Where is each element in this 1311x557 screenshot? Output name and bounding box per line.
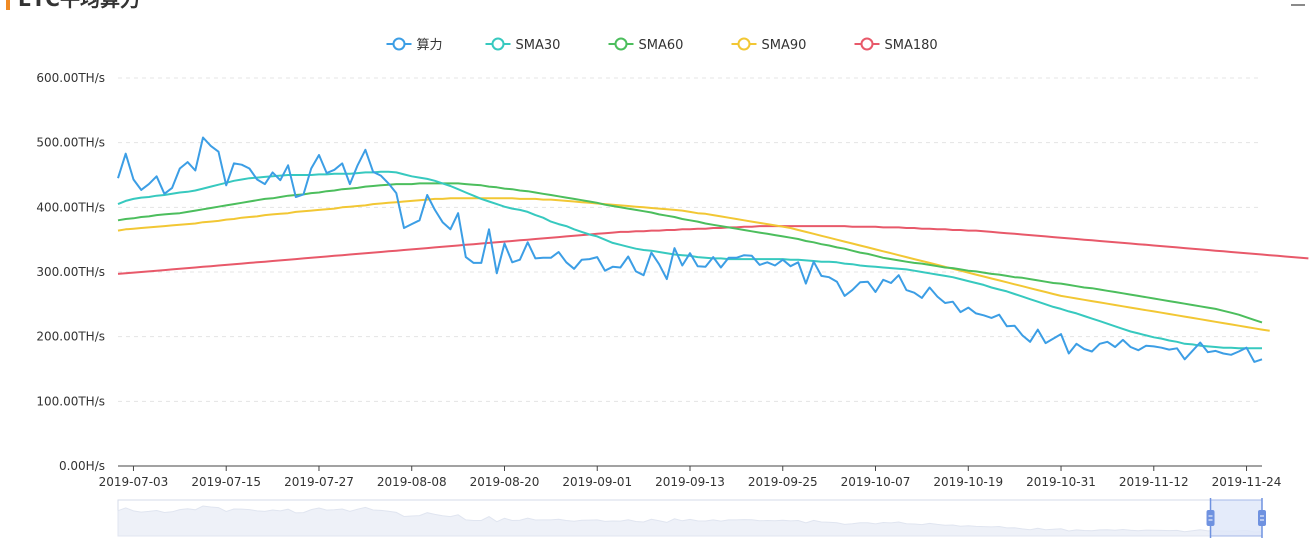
legend-label: SMA30 <box>516 38 561 53</box>
handle-grip-icon <box>1206 510 1215 526</box>
legend-label: SMA60 <box>639 38 684 53</box>
series-line-sma180 <box>117 225 1309 275</box>
data-zoom-preview <box>117 505 1263 537</box>
hamburger-menu-icon[interactable] <box>1291 0 1305 6</box>
x-tick-label: 2019-09-01 <box>562 475 632 489</box>
y-axis: 0.00H/s 100.00TH/s 200.00TH/s 300.00TH/s 400… <box>36 71 105 473</box>
data-zoom-slider[interactable] <box>117 498 1266 538</box>
y-tick-label: 300.00TH/s <box>36 265 105 279</box>
x-tick-label: 2019-11-24 <box>1212 475 1282 489</box>
legend-label: SMA90 <box>762 38 807 53</box>
x-tick-label: 2019-10-31 <box>1026 475 1096 489</box>
x-tick-label: 2019-11-12 <box>1119 475 1189 489</box>
series-line-算力 <box>117 136 1263 363</box>
legend-item-sma90[interactable]: SMA90 <box>731 37 807 53</box>
legend: 算力 SMA30 SMA60 SMA90 SMA180 <box>386 37 938 53</box>
y-tick-label: 0.00H/s <box>59 459 105 473</box>
panel-title: ETC平均算力 <box>6 0 140 12</box>
data-zoom-handle-left[interactable] <box>1206 498 1215 538</box>
x-tick-label: 2019-09-13 <box>655 475 725 489</box>
legend-item-sma60[interactable]: SMA60 <box>608 37 684 53</box>
legend-circle-icon <box>737 37 751 51</box>
legend-item-sma30[interactable]: SMA30 <box>485 37 561 53</box>
x-tick-label: 2019-09-25 <box>748 475 818 489</box>
data-zoom-window[interactable] <box>1210 499 1263 537</box>
x-axis: 2019-07-03 2019-07-15 2019-07-27 2019-08-08… <box>99 465 1282 489</box>
x-tick-label: 2019-07-15 <box>191 475 261 489</box>
x-tick-label: 2019-10-19 <box>933 475 1003 489</box>
x-tick-label: 2019-07-03 <box>99 475 169 489</box>
y-tick-label: 400.00TH/s <box>36 200 105 214</box>
grid-lines <box>118 77 1262 402</box>
legend-label: SMA180 <box>885 38 938 53</box>
data-zoom-handle-right[interactable] <box>1258 498 1266 538</box>
x-tick-label: 2019-08-20 <box>470 475 540 489</box>
y-tick-label: 500.00TH/s <box>36 136 105 150</box>
series-group <box>117 136 1309 363</box>
legend-label: 算力 <box>417 38 443 53</box>
y-tick-label: 100.00TH/s <box>36 394 105 408</box>
legend-circle-icon <box>614 37 628 51</box>
legend-item-算力[interactable]: 算力 <box>386 37 443 53</box>
series-line-sma60 <box>117 182 1263 324</box>
handle-grip-icon <box>1258 510 1266 526</box>
x-tick-label: 2019-08-08 <box>377 475 447 489</box>
legend-item-sma180[interactable]: SMA180 <box>854 37 938 53</box>
y-tick-label: 600.00TH/s <box>36 71 105 85</box>
y-tick-label: 200.00TH/s <box>36 330 105 344</box>
series-line-sma90 <box>117 197 1270 332</box>
x-tick-label: 2019-07-27 <box>284 475 354 489</box>
x-tick-label: 2019-10-07 <box>841 475 911 489</box>
legend-circle-icon <box>392 37 406 51</box>
legend-circle-icon <box>860 37 874 51</box>
legend-circle-icon <box>491 37 505 51</box>
